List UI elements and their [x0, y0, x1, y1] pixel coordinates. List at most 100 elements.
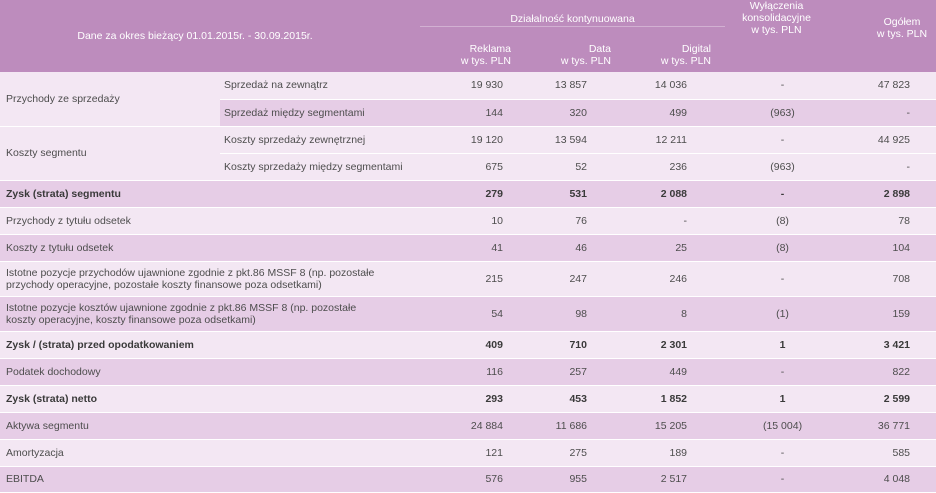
table-cell: 215 — [420, 261, 525, 297]
table-cell: 12 211 — [625, 126, 726, 154]
total-header: Ogółem w tys. PLN — [850, 0, 936, 72]
table-cell: (15 004) — [725, 412, 851, 440]
table-cell: 2 517 — [625, 466, 726, 493]
table-row: Zysk (strata) netto 293 453 1 852 1 2 59… — [0, 385, 936, 413]
digital-header: Digital w tys. PLN — [625, 26, 726, 72]
table-cell: 247 — [525, 261, 625, 297]
table-cell: 499 — [625, 99, 726, 127]
row-sublabel: Sprzedaż na zewnątrz — [220, 72, 420, 100]
row-label: Zysk (strata) netto — [0, 385, 420, 413]
table-cell: 13 594 — [525, 126, 625, 154]
table-cell: - — [725, 126, 851, 154]
table-cell: - — [725, 358, 851, 386]
table-cell: 257 — [525, 358, 625, 386]
table-cell: 8 — [625, 296, 726, 332]
table-cell: - — [625, 207, 726, 235]
table-cell: 25 — [625, 234, 726, 262]
table-cell: 2 898 — [850, 180, 936, 208]
table-cell: 3 421 — [850, 331, 936, 359]
table-cell: 116 — [420, 358, 525, 386]
table-row: Podatek dochodowy 116 257 449 - 822 — [0, 358, 936, 386]
table-cell: 4 048 — [850, 466, 936, 493]
table-cell: 449 — [625, 358, 726, 386]
table-cell: 19 930 — [420, 72, 525, 100]
table-cell: 15 205 — [625, 412, 726, 440]
table-row: Koszty z tytułu odsetek 41 46 25 (8) 104 — [0, 234, 936, 262]
table-row: Zysk (strata) segmentu 279 531 2 088 - 2… — [0, 180, 936, 208]
table-cell: 2 301 — [625, 331, 726, 359]
row-sublabel: Koszty sprzedaży między segmentami — [220, 153, 420, 181]
table-cell: 46 — [525, 234, 625, 262]
table-cell: (8) — [725, 207, 851, 235]
table-cell: 576 — [420, 466, 525, 493]
table-cell: 293 — [420, 385, 525, 413]
table-cell: - — [725, 72, 851, 100]
table-cell: 955 — [525, 466, 625, 493]
row-label: Istotne pozycje przychodów ujawnione zgo… — [0, 261, 420, 297]
table-cell: - — [725, 439, 851, 467]
table-cell: 121 — [420, 439, 525, 467]
row-label: Amortyzacja — [0, 439, 420, 467]
table-cell: 144 — [420, 99, 525, 127]
row-label: Koszty segmentu — [0, 126, 220, 181]
row-label: Przychody ze sprzedaży — [0, 72, 220, 127]
row-label: Zysk / (strata) przed opodatkowaniem — [0, 331, 420, 359]
table-cell: 236 — [625, 153, 726, 181]
continuing-operations-header: Działalność kontynuowana — [420, 0, 726, 27]
table-cell: 10 — [420, 207, 525, 235]
table-cell: 409 — [420, 331, 525, 359]
table-cell: 52 — [525, 153, 625, 181]
table-cell: 76 — [525, 207, 625, 235]
table-cell: 36 771 — [850, 412, 936, 440]
row-sublabel: Koszty sprzedaży zewnętrznej — [220, 126, 420, 154]
table-row: EBITDA 576 955 2 517 - 4 048 — [0, 466, 936, 493]
table-cell: 14 036 — [625, 72, 726, 100]
table-cell: (8) — [725, 234, 851, 262]
table-cell: (963) — [725, 99, 851, 127]
table-cell: - — [725, 261, 851, 297]
table-cell: 1 — [725, 385, 851, 413]
table-row: Przychody z tytułu odsetek 10 76 - (8) 7… — [0, 207, 936, 235]
table-cell: 1 852 — [625, 385, 726, 413]
row-label: Podatek dochodowy — [0, 358, 420, 386]
table-cell: 453 — [525, 385, 625, 413]
table-cell: - — [850, 153, 936, 181]
row-label: Przychody z tytułu odsetek — [0, 207, 420, 235]
table-row: Sprzedaż między segmentami 144 320 499 (… — [0, 99, 936, 127]
data-header: Data w tys. PLN — [525, 26, 625, 72]
table-cell: 24 884 — [420, 412, 525, 440]
row-label: Aktywa segmentu — [0, 412, 420, 440]
table-cell: 13 857 — [525, 72, 625, 100]
table-cell: 47 823 — [850, 72, 936, 100]
table-cell: 675 — [420, 153, 525, 181]
table-cell: 2 088 — [625, 180, 726, 208]
table-cell: 11 686 — [525, 412, 625, 440]
table-cell: 275 — [525, 439, 625, 467]
table-row: Koszty sprzedaży między segmentami 675 5… — [0, 153, 936, 181]
table-row: Zysk / (strata) przed opodatkowaniem 409… — [0, 331, 936, 359]
table-cell: 54 — [420, 296, 525, 332]
period-header: Dane za okres bieżący 01.01.2015r. - 30.… — [0, 0, 420, 72]
table-row: Istotne pozycje przychodów ujawnione zgo… — [0, 261, 936, 297]
table-cell: 585 — [850, 439, 936, 467]
table-cell: 1 — [725, 331, 851, 359]
table-cell: 246 — [625, 261, 726, 297]
table-cell: 104 — [850, 234, 936, 262]
table-row: Koszty segmentu Koszty sprzedaży zewnętr… — [0, 126, 936, 181]
table-cell: 19 120 — [420, 126, 525, 154]
row-sublabel: Sprzedaż między segmentami — [220, 99, 420, 127]
row-label: Zysk (strata) segmentu — [0, 180, 420, 208]
table-row: Istotne pozycje kosztów ujawnione zgodni… — [0, 296, 936, 332]
table-cell: 78 — [850, 207, 936, 235]
table-row: Przychody ze sprzedaży Sprzedaż na zewną… — [0, 72, 936, 127]
table-cell: 189 — [625, 439, 726, 467]
table-cell: 44 925 — [850, 126, 936, 154]
table-cell: - — [850, 99, 936, 127]
table-row: Amortyzacja 121 275 189 - 585 — [0, 439, 936, 467]
table-cell: - — [725, 180, 851, 208]
table-cell: 531 — [525, 180, 625, 208]
table-cell: (1) — [725, 296, 851, 332]
table-cell: 98 — [525, 296, 625, 332]
table-cell: 708 — [850, 261, 936, 297]
